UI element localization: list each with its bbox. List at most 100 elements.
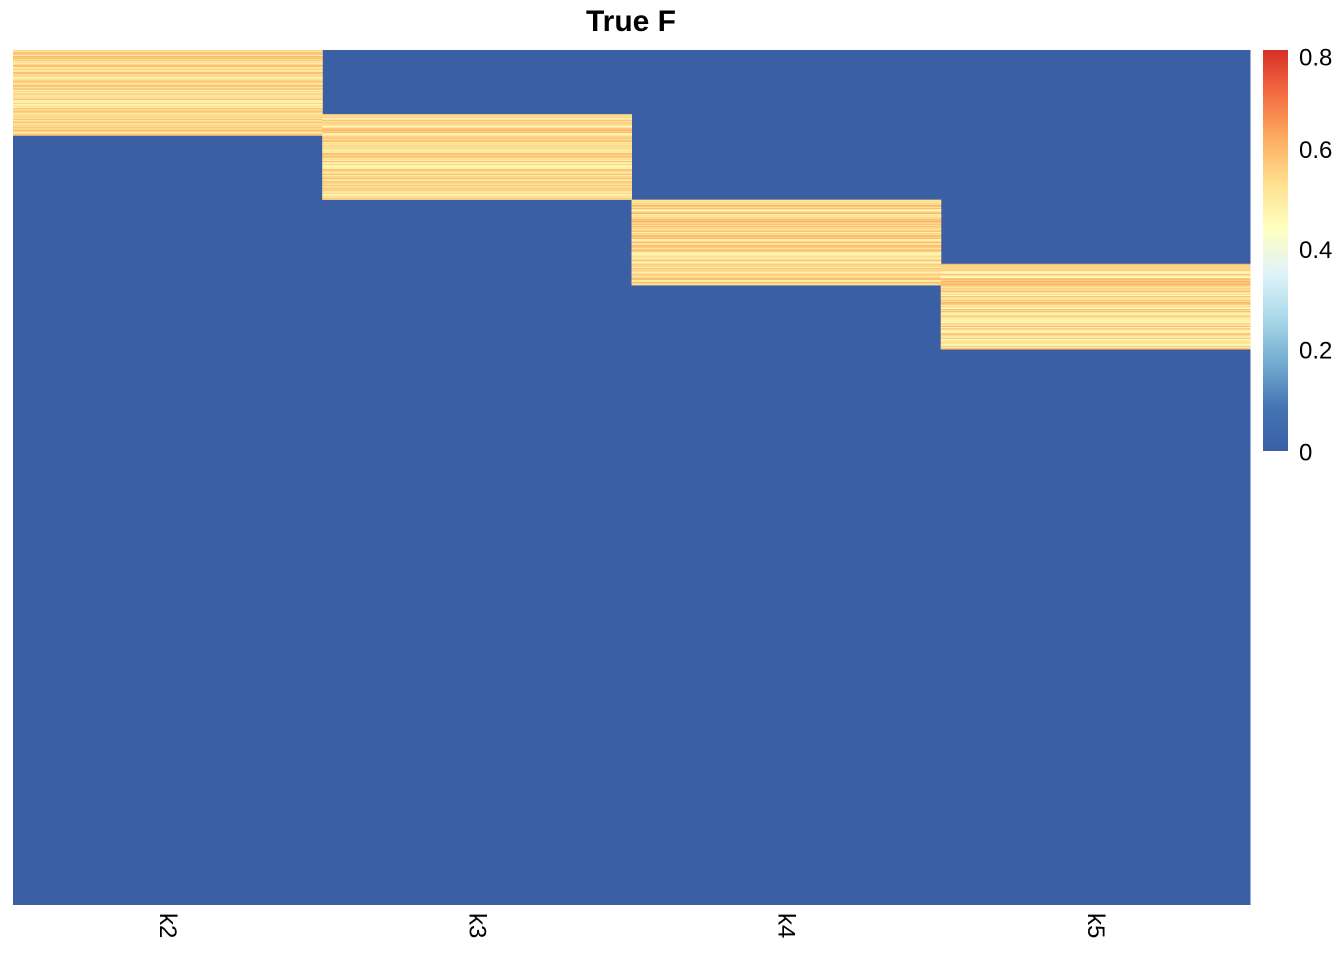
heatmap-cell	[940, 288, 1251, 290]
heatmap-cell	[631, 268, 942, 270]
heatmap-cell	[322, 136, 632, 138]
heatmap-cell	[940, 311, 1251, 313]
heatmap-cell	[13, 68, 323, 70]
heatmap-cell	[631, 267, 942, 269]
heatmap-cell	[940, 312, 1251, 314]
heatmap-cell	[940, 346, 1251, 348]
heatmap-cell	[940, 280, 1251, 283]
colorbar-tick-label: 0.8	[1299, 45, 1332, 72]
heatmap-cell	[631, 248, 942, 250]
heatmap-cell	[322, 114, 632, 116]
heatmap-cell	[13, 104, 323, 106]
heatmap-cell	[631, 234, 942, 236]
heatmap-cell	[13, 114, 323, 117]
heatmap-cell	[631, 229, 942, 231]
heatmap-cell	[940, 338, 1251, 340]
heatmap-cell	[322, 117, 632, 119]
heatmap-cell	[940, 322, 1251, 324]
heatmap-cell	[13, 73, 323, 75]
heatmap-cell	[631, 283, 942, 285]
heatmap-cell	[940, 334, 1251, 336]
heatmap-cell	[13, 108, 323, 111]
heatmap-cell	[322, 114, 632, 117]
heatmap-cell	[322, 144, 632, 146]
heatmap-cell	[940, 269, 1251, 271]
heatmap-cell	[940, 347, 1251, 349]
heatmap-cell	[13, 69, 323, 71]
heatmap-cell	[631, 274, 942, 276]
heatmap-cell	[322, 130, 632, 132]
heatmap-cell	[631, 266, 942, 268]
heatmap-cell	[940, 279, 1251, 282]
heatmap-cell	[322, 158, 632, 160]
heatmap-cell	[13, 87, 323, 89]
heatmap-cell	[322, 132, 632, 134]
heatmap-cell	[940, 315, 1251, 317]
heatmap-cell	[13, 94, 323, 96]
heatmap-cell	[322, 123, 632, 125]
heatmap-column-k4	[631, 50, 942, 905]
heatmap-cell	[940, 281, 1251, 283]
heatmap-cell	[13, 73, 323, 76]
heatmap-cell	[940, 310, 1251, 312]
heatmap-cell	[940, 309, 1251, 311]
heatmap-cell	[13, 114, 323, 116]
heatmap-cell	[13, 89, 323, 91]
heatmap-block-k5	[940, 263, 1251, 350]
heatmap-cell	[322, 173, 632, 176]
heatmap-cell	[13, 59, 323, 61]
heatmap-cell	[940, 297, 1251, 299]
heatmap-cell	[631, 244, 942, 247]
heatmap-cell	[940, 303, 1251, 306]
heatmap-cell	[631, 222, 942, 224]
heatmap-cell	[631, 271, 942, 273]
heatmap-cell	[322, 165, 632, 167]
heatmap-cell	[13, 65, 323, 67]
heatmap-cell	[631, 244, 942, 246]
heatmap-cell	[631, 212, 942, 214]
heatmap-cell	[940, 303, 1251, 305]
heatmap-cell	[13, 101, 323, 103]
heatmap-cell	[940, 319, 1251, 321]
heatmap-cell	[631, 250, 942, 252]
heatmap-cell	[322, 184, 632, 186]
heatmap-cell	[13, 81, 323, 83]
heatmap-cell	[631, 249, 942, 251]
heatmap-cell	[940, 286, 1251, 288]
heatmap-cell	[631, 223, 942, 225]
heatmap-cell	[322, 162, 632, 165]
heatmap-cell	[631, 247, 942, 249]
x-tick-label: k4	[773, 913, 800, 938]
heatmap-cell	[940, 344, 1251, 347]
heatmap-cell	[13, 51, 323, 53]
heatmap-cell	[13, 79, 323, 82]
heatmap-cell	[13, 90, 323, 92]
heatmap-cell	[322, 167, 632, 169]
heatmap-cell	[322, 155, 632, 157]
heatmap-cell	[940, 316, 1251, 318]
heatmap-cell	[322, 161, 632, 163]
heatmap-cell	[940, 268, 1251, 271]
heatmap-cell	[322, 138, 632, 141]
heatmap-cell	[631, 245, 942, 247]
heatmap-cell	[631, 243, 942, 245]
heatmap-cell	[322, 180, 632, 182]
heatmap-cell	[940, 343, 1251, 345]
heatmap-cell	[322, 185, 632, 188]
heatmap-cell	[940, 271, 1251, 273]
heatmap-cell	[322, 191, 632, 193]
heatmap-cell	[322, 126, 632, 128]
heatmap-cell	[13, 85, 323, 88]
x-tick-label: k3	[463, 913, 490, 938]
heatmap-cell	[631, 205, 942, 207]
heatmap-cell	[940, 315, 1251, 318]
heatmap-cell	[940, 321, 1251, 324]
heatmap-cell	[631, 254, 942, 256]
heatmap-cell	[940, 321, 1251, 323]
heatmap-cell	[940, 317, 1251, 319]
colorbar-gradient	[1263, 50, 1288, 451]
heatmap-cell	[322, 144, 632, 147]
heatmap-cell	[322, 157, 632, 159]
heatmap-cell	[940, 325, 1251, 327]
heatmap-cell	[13, 66, 323, 68]
